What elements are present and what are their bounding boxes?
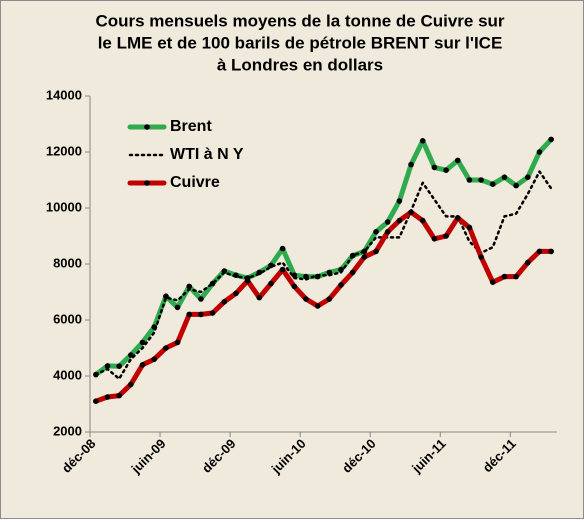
data-point [291,283,298,290]
data-point [279,266,286,273]
legend-marker [144,124,150,130]
data-point [466,224,473,231]
data-point [373,229,379,235]
data-point [548,248,554,255]
data-point [408,161,414,168]
data-point [396,217,403,224]
data-point [163,293,169,300]
y-tick-label: 10000 [46,199,82,214]
data-point [384,229,391,235]
data-point [373,248,379,255]
data-point [443,167,449,173]
data-point [139,339,146,346]
data-point [163,345,169,351]
y-tick-label: 4000 [53,367,82,382]
data-point [338,282,344,288]
data-point [104,363,111,369]
data-point [478,254,484,260]
data-point [489,181,496,187]
legend-marker [144,180,150,186]
data-point [501,273,508,280]
data-point [186,283,193,290]
data-point [443,233,449,239]
data-point [209,310,216,316]
data-point [489,279,496,286]
data-point [431,236,438,242]
chart-title: le LME et de 100 barils de pétrole BRENT… [98,33,503,52]
data-point [513,182,519,189]
data-point [233,290,239,297]
legend-label: Brent [170,118,212,135]
data-point [291,272,298,279]
data-point [361,254,368,260]
data-point [93,398,99,405]
data-point [174,304,181,311]
y-tick-label: 8000 [53,255,82,270]
data-point [454,157,461,164]
data-point [548,136,554,143]
data-point [525,259,531,266]
y-tick-label: 2000 [53,423,82,438]
data-point [525,174,531,180]
data-point [501,174,508,180]
data-point [116,392,122,399]
y-tick-label: 6000 [53,311,82,326]
data-point [536,149,543,155]
data-point [303,296,309,302]
data-point [384,219,391,225]
data-point [466,177,473,183]
data-point [408,209,414,215]
data-point [198,311,204,318]
y-tick-label: 14000 [46,87,82,102]
data-point [314,303,321,309]
data-point [151,356,158,363]
data-point [454,215,461,221]
data-point [326,296,333,302]
data-point [198,296,204,302]
data-point [186,311,193,318]
chart-title: à Londres en dollars [217,55,383,74]
data-point [139,362,146,368]
data-point [104,394,111,400]
legend-label: WTI à N Y [170,146,244,163]
y-tick-label: 12000 [46,143,82,158]
data-point [268,280,274,287]
chart-title: Cours mensuels moyens de la tonne de Cui… [95,11,504,30]
data-point [174,339,181,346]
data-point [396,198,403,204]
data-point [128,381,134,388]
data-point [349,269,356,276]
data-point [279,245,286,252]
data-point [221,299,228,305]
data-point [419,217,426,224]
data-point [419,138,426,144]
data-point [244,278,251,284]
series-line [93,209,554,404]
legend-label: Cuivre [170,174,220,191]
data-point [513,273,519,280]
data-point [431,164,438,171]
data-point [478,177,484,183]
data-point [116,363,122,370]
data-point [256,294,263,301]
data-point [536,248,543,255]
